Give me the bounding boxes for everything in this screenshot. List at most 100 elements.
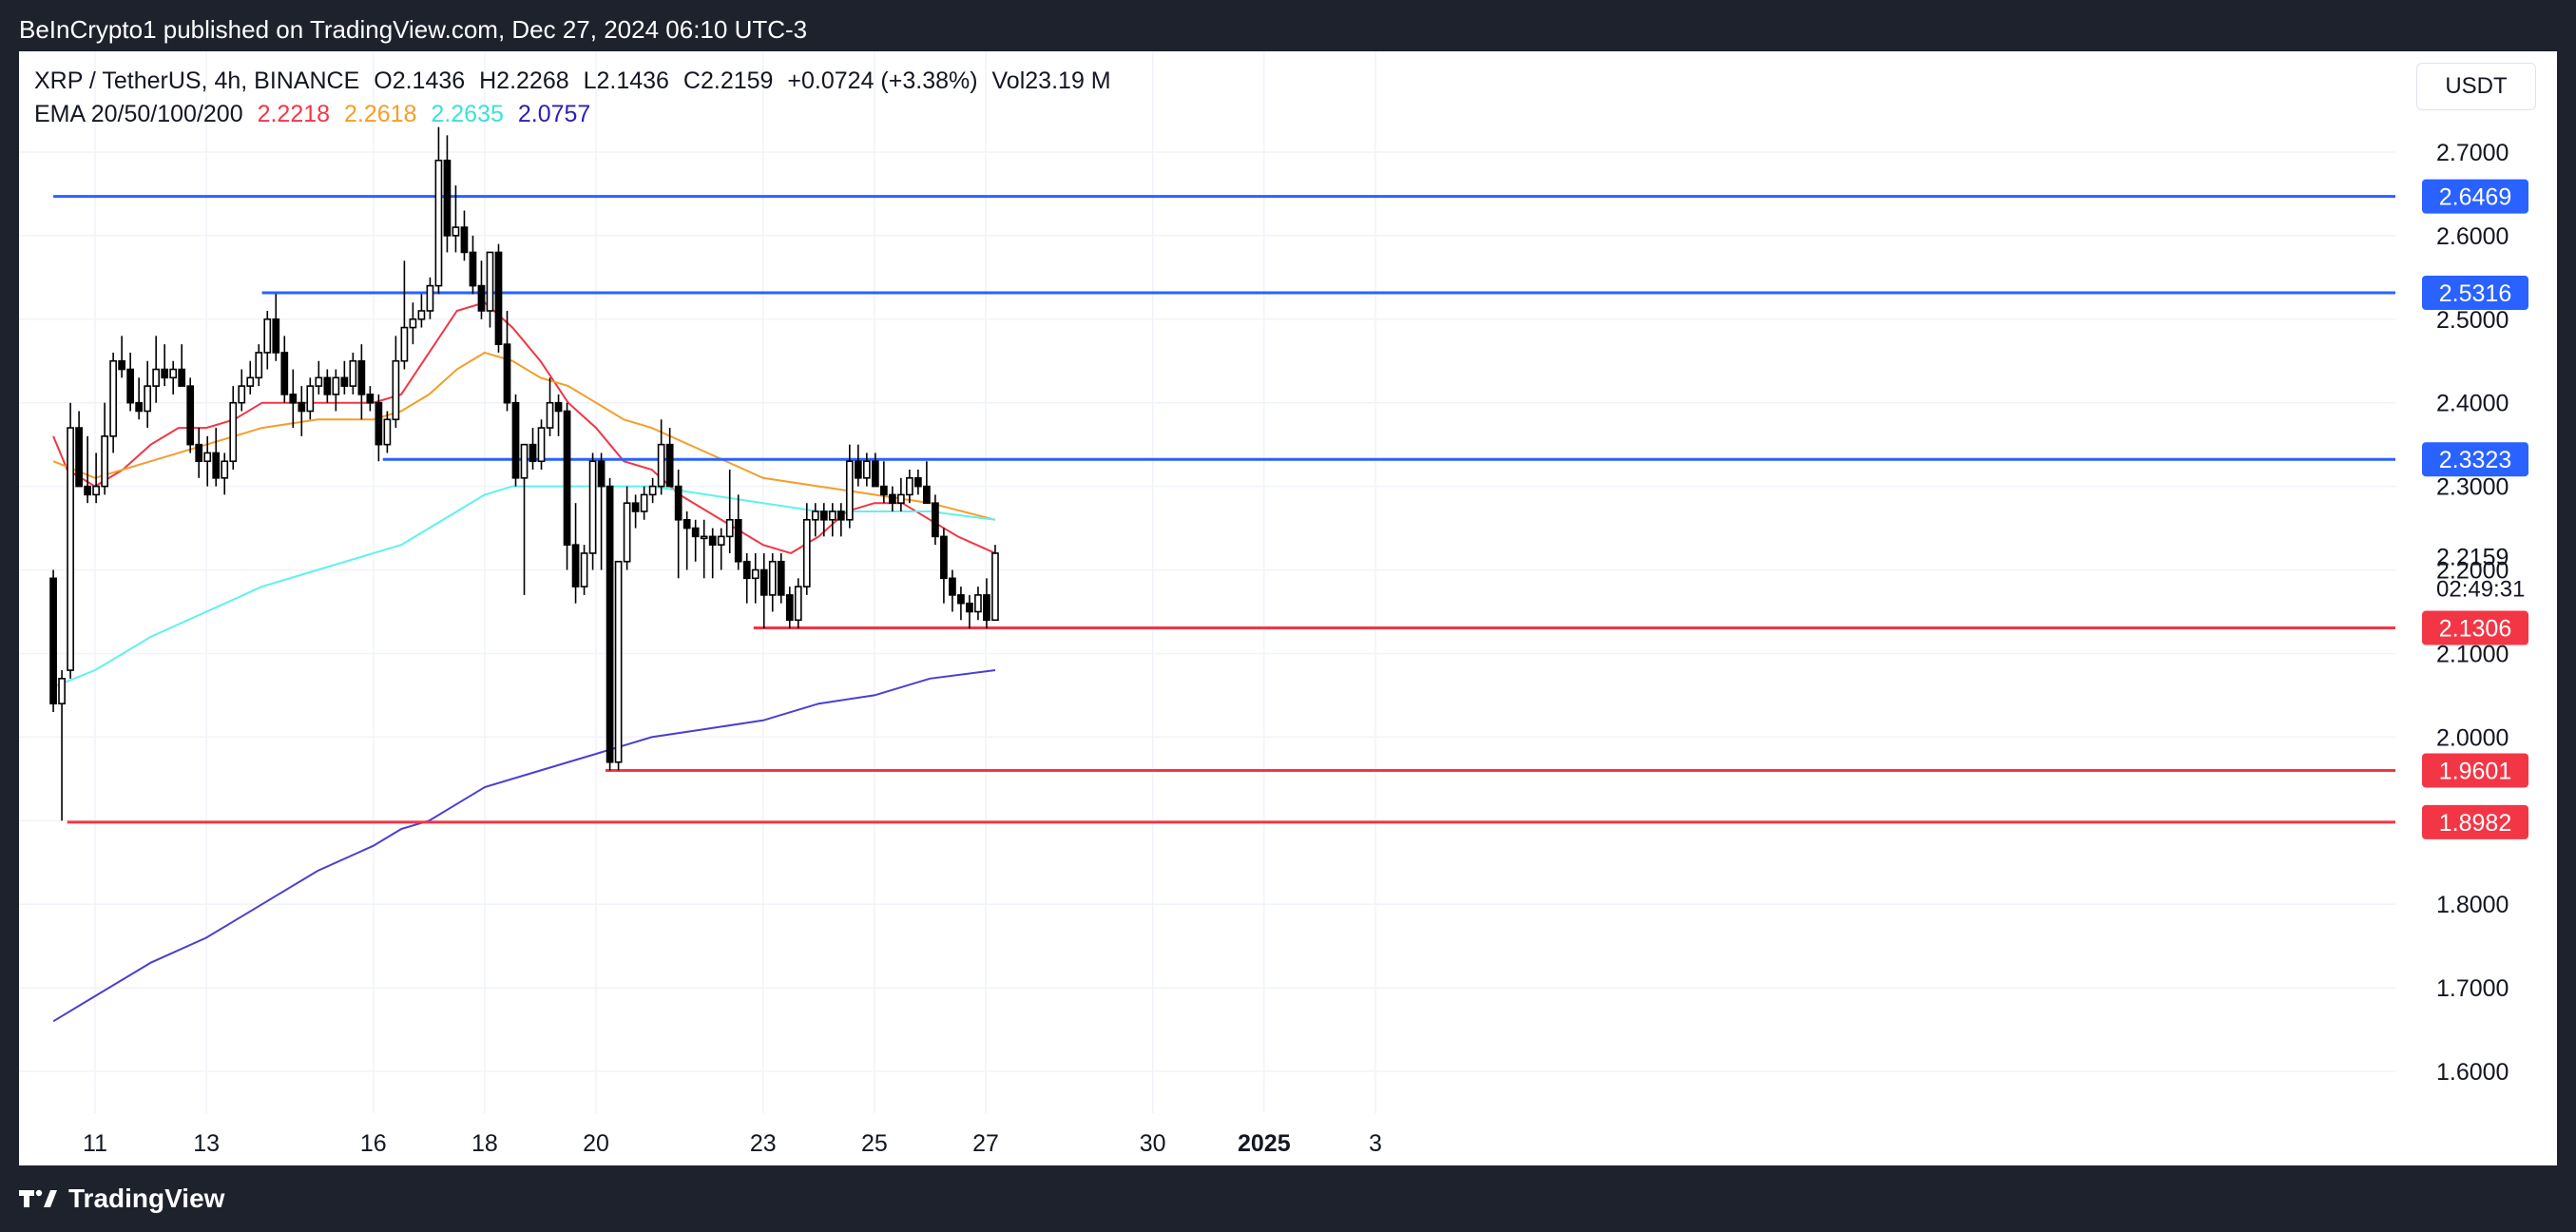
- candle: [879, 461, 888, 504]
- candle-body: [255, 352, 263, 379]
- candle: [717, 528, 725, 570]
- candle: [118, 336, 126, 378]
- support-price-tag: 1.9601: [2422, 753, 2528, 788]
- candle-body: [195, 443, 203, 463]
- candle: [315, 360, 323, 395]
- price-tag-label: 1.9601: [2439, 758, 2511, 784]
- candle: [991, 545, 999, 622]
- high-value: 2.2268: [496, 67, 569, 94]
- candle: [494, 243, 503, 353]
- resistance-price-tag: 2.5316: [2422, 275, 2528, 310]
- candle: [588, 452, 597, 570]
- volume-value: 23.19 M: [1025, 67, 1111, 94]
- close-label: C: [682, 67, 701, 94]
- symbol-title[interactable]: XRP / TetherUS, 4h, BINANCE: [34, 67, 360, 94]
- candle-body: [315, 376, 323, 387]
- candle: [725, 470, 734, 553]
- ema100-value: 2.2635: [431, 101, 504, 127]
- candle: [966, 594, 973, 629]
- currency-button[interactable]: USDT: [2416, 63, 2536, 110]
- open-label: O: [374, 67, 393, 94]
- candle: [665, 428, 674, 488]
- candle: [349, 352, 357, 395]
- candle-body: [957, 594, 965, 605]
- candle: [477, 260, 486, 319]
- y-tick-label: 2.5000: [2436, 307, 2509, 334]
- ema-line-ema200: [52, 669, 996, 1023]
- tradingview-brand[interactable]: TradingView: [68, 1184, 225, 1213]
- candle-body: [349, 359, 357, 387]
- candle: [323, 369, 332, 403]
- candle-body: [409, 318, 417, 329]
- candle-body: [152, 368, 161, 387]
- y-tick-label: 2.0000: [2436, 724, 2509, 751]
- candle: [682, 510, 691, 570]
- candle-body: [101, 435, 108, 488]
- candle: [520, 443, 529, 595]
- y-tick-label: 2.7000: [2436, 140, 2509, 166]
- candle: [221, 452, 229, 495]
- candle: [700, 519, 708, 579]
- candle-body: [417, 310, 426, 320]
- ema20-value: 2.2218: [257, 101, 331, 127]
- candle: [101, 402, 108, 495]
- candle-body: [828, 510, 836, 521]
- candle: [400, 260, 409, 370]
- ema-indicator-title[interactable]: EMA 20/50/100/200: [34, 101, 243, 127]
- candle-body: [221, 460, 229, 479]
- open-value: 2.1436: [392, 67, 466, 94]
- tradingview-logo-icon[interactable]: [19, 1188, 59, 1209]
- candle: [734, 494, 742, 570]
- candle: [674, 470, 682, 579]
- y-tick-label: 2.1000: [2436, 641, 2509, 667]
- y-tick-label: 1.7000: [2436, 975, 2509, 1002]
- candle-body: [161, 368, 169, 379]
- candle-body: [759, 568, 768, 596]
- candle: [845, 444, 854, 529]
- candle: [195, 428, 203, 478]
- candle: [768, 552, 777, 612]
- candle: [203, 435, 212, 487]
- candle-body: [212, 452, 221, 479]
- candle: [554, 394, 563, 436]
- candle: [67, 402, 74, 679]
- candle: [357, 344, 366, 420]
- candle: [272, 294, 280, 361]
- candle: [932, 494, 939, 546]
- y-tick-label: 2.4000: [2436, 391, 2509, 417]
- candle-body: [597, 460, 606, 488]
- candle: [794, 578, 802, 629]
- candle-body: [383, 418, 392, 446]
- candle: [957, 587, 965, 621]
- y-tick-label: 1.6000: [2436, 1059, 2509, 1086]
- candle-body: [92, 485, 100, 496]
- candle-body: [682, 518, 691, 529]
- candle-countdown: 02:49:31: [2436, 577, 2525, 603]
- candle-body: [289, 394, 298, 404]
- candle-body: [845, 460, 854, 521]
- candle-body: [648, 485, 657, 496]
- ema-line-ema50: [52, 351, 996, 521]
- price-tag-bg: [2422, 275, 2528, 310]
- candle: [75, 411, 83, 488]
- candle: [503, 310, 511, 412]
- candle: [983, 578, 990, 629]
- price-chart[interactable]: 2.7000 2.6000 2.5000 2.4000 2.3000 2.2000 2.10…: [19, 51, 2557, 1165]
- candle-body: [966, 602, 973, 613]
- candle: [580, 545, 588, 595]
- candle-body: [477, 284, 486, 312]
- candle-body: [229, 401, 238, 463]
- candle: [280, 336, 289, 403]
- candle: [366, 386, 375, 412]
- candle: [409, 302, 417, 345]
- x-tick-label: 11: [83, 1130, 107, 1157]
- candle-body: [494, 251, 503, 345]
- candle: [178, 344, 186, 387]
- candle-body: [819, 510, 828, 521]
- candle: [246, 360, 255, 395]
- candle-body: [991, 552, 999, 622]
- candle: [417, 294, 426, 328]
- chart-panel[interactable]: 2.7000 2.6000 2.5000 2.4000 2.3000 2.2000 2.10…: [19, 51, 2557, 1165]
- candle: [486, 251, 494, 328]
- candle: [828, 503, 836, 537]
